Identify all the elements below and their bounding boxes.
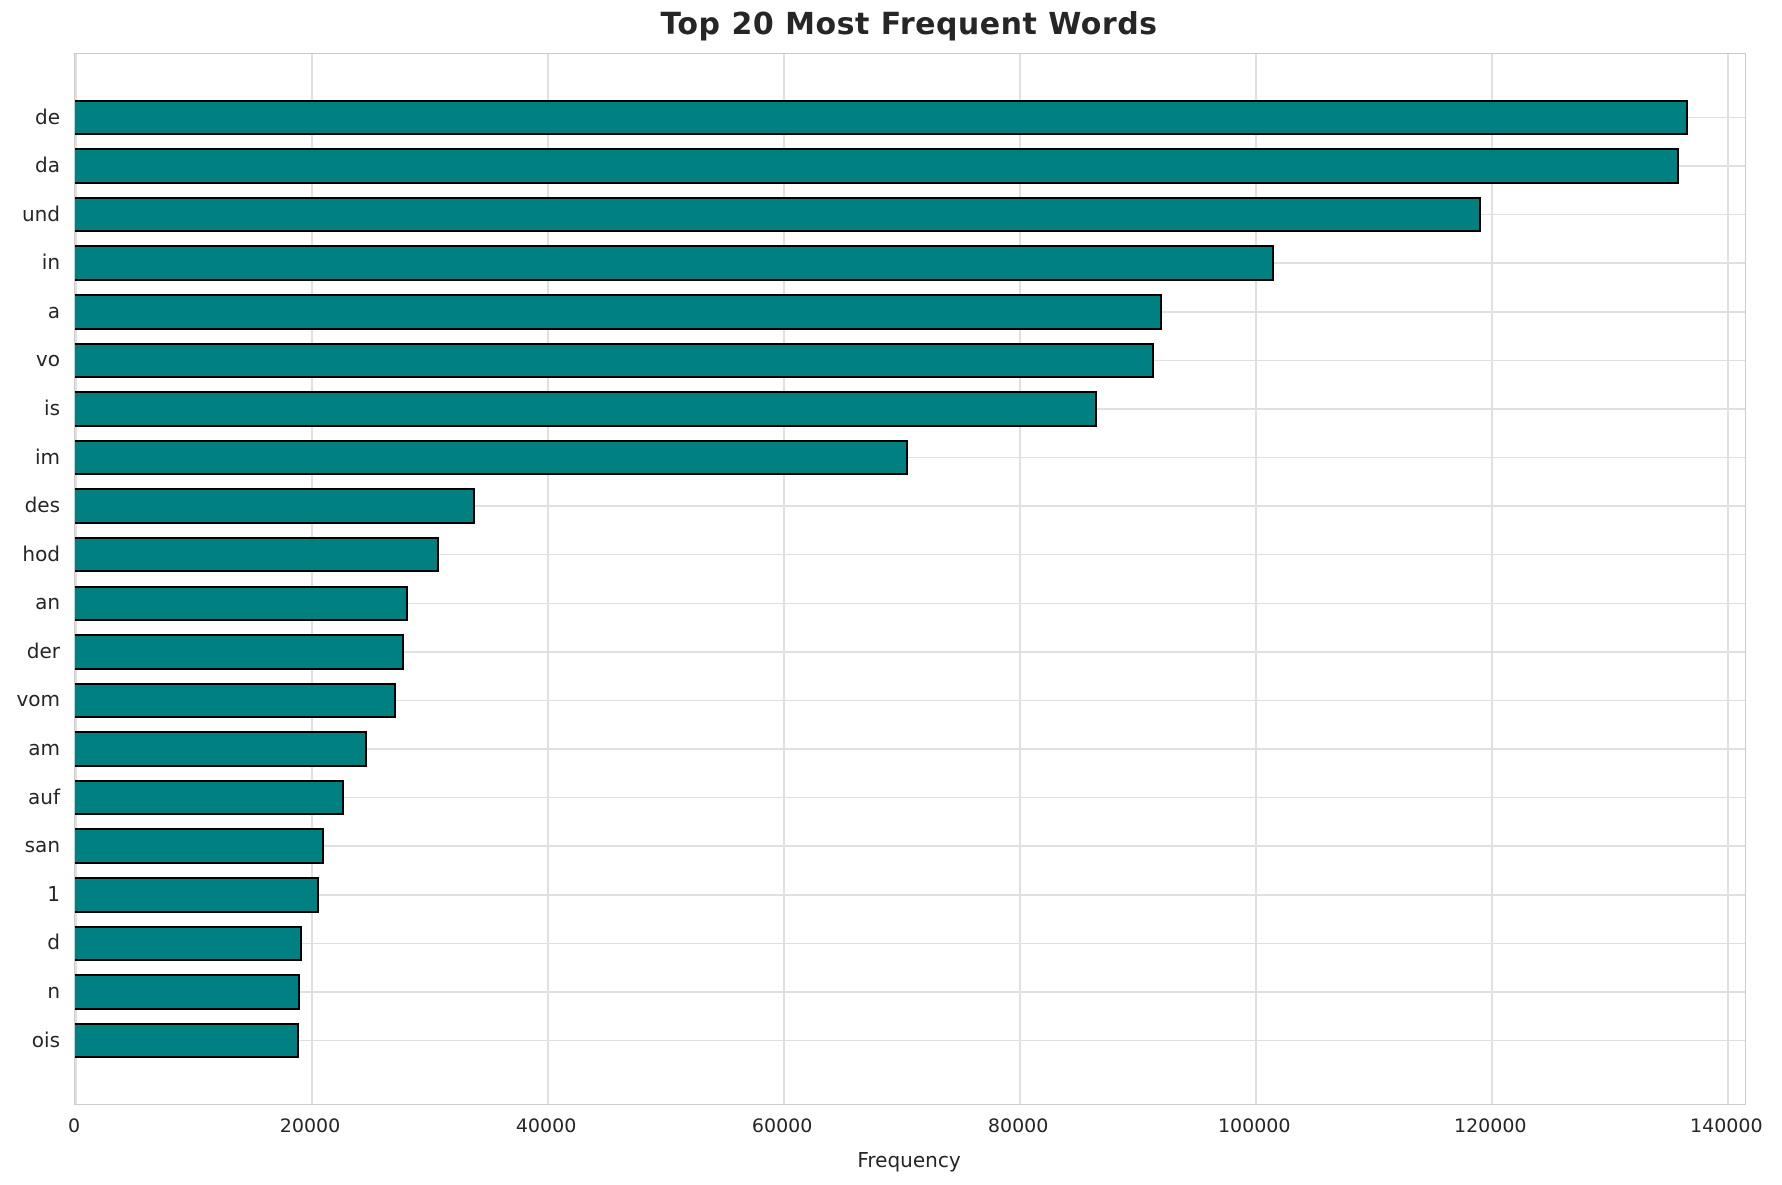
x-tick-label: 140000 bbox=[1690, 1115, 1763, 1137]
bar bbox=[75, 342, 1154, 379]
y-tick-label: vom bbox=[16, 687, 60, 712]
y-gridline bbox=[75, 651, 1745, 653]
x-tick-label: 40000 bbox=[515, 1115, 577, 1137]
bar bbox=[75, 536, 439, 573]
bar bbox=[75, 828, 325, 864]
y-tick-label: is bbox=[44, 395, 60, 420]
y-tick-label: vo bbox=[35, 347, 60, 372]
x-tick-label: 80000 bbox=[987, 1115, 1049, 1137]
x-gridline bbox=[1255, 54, 1257, 1104]
x-tick-label: 0 bbox=[67, 1115, 81, 1137]
y-gridline bbox=[75, 505, 1745, 507]
plot-area bbox=[74, 53, 1746, 1105]
y-gridline bbox=[75, 991, 1745, 993]
y-tick-label: auf bbox=[28, 784, 60, 809]
x-tick-label: 100000 bbox=[1217, 1115, 1291, 1137]
y-tick-label: im bbox=[34, 444, 60, 469]
bar bbox=[75, 585, 408, 622]
bar bbox=[75, 488, 476, 524]
x-tick-label: 60000 bbox=[751, 1115, 813, 1137]
bar bbox=[75, 294, 1162, 330]
x-tick-label: 120000 bbox=[1453, 1115, 1527, 1137]
x-tick-label: 20000 bbox=[279, 1115, 341, 1137]
bar bbox=[75, 391, 1098, 427]
y-gridline bbox=[75, 553, 1745, 556]
chart-title: Top 20 Most Frequent Words bbox=[660, 7, 1158, 42]
x-gridline bbox=[1491, 54, 1493, 1104]
bar bbox=[75, 779, 345, 816]
y-tick-label: da bbox=[35, 153, 60, 178]
bar bbox=[75, 245, 1275, 281]
y-tick-label: und bbox=[21, 201, 60, 226]
y-gridline bbox=[75, 796, 1745, 799]
x-gridline bbox=[783, 54, 785, 1104]
bar bbox=[75, 196, 1481, 233]
y-tick-label: d bbox=[47, 930, 60, 955]
y-gridline bbox=[75, 456, 1745, 459]
y-gridline bbox=[75, 1039, 1745, 1042]
y-gridline bbox=[75, 845, 1745, 847]
y-tick-label: de bbox=[35, 104, 60, 129]
y-gridline bbox=[75, 699, 1745, 702]
y-tick-label: des bbox=[24, 493, 60, 518]
y-tick-label: a bbox=[47, 298, 60, 323]
y-gridline bbox=[75, 748, 1745, 750]
bar bbox=[75, 731, 367, 767]
y-tick-label: ois bbox=[31, 1027, 60, 1052]
bar bbox=[75, 974, 301, 1010]
bar bbox=[75, 682, 397, 719]
x-gridline bbox=[75, 54, 77, 1104]
x-gridline bbox=[1727, 54, 1729, 1104]
y-gridline bbox=[75, 942, 1745, 945]
x-axis-label: Frequency bbox=[857, 1148, 961, 1172]
x-gridline bbox=[311, 54, 313, 1104]
bar bbox=[75, 1022, 300, 1059]
x-gridline bbox=[547, 54, 549, 1104]
bar bbox=[75, 925, 302, 962]
bar bbox=[75, 99, 1689, 136]
y-tick-label: san bbox=[24, 833, 60, 858]
y-tick-label: am bbox=[28, 736, 60, 761]
y-tick-label: der bbox=[26, 638, 60, 663]
y-gridline bbox=[75, 894, 1745, 896]
x-gridline bbox=[1019, 54, 1021, 1104]
bar bbox=[75, 634, 405, 670]
bar bbox=[75, 148, 1679, 184]
bar bbox=[75, 439, 909, 476]
y-tick-label: in bbox=[41, 250, 60, 275]
bar bbox=[75, 877, 320, 913]
y-gridline bbox=[75, 602, 1745, 605]
y-tick-label: hod bbox=[22, 541, 60, 566]
y-tick-label: n bbox=[47, 978, 60, 1003]
y-tick-label: 1 bbox=[47, 881, 60, 906]
y-tick-label: an bbox=[35, 590, 60, 615]
